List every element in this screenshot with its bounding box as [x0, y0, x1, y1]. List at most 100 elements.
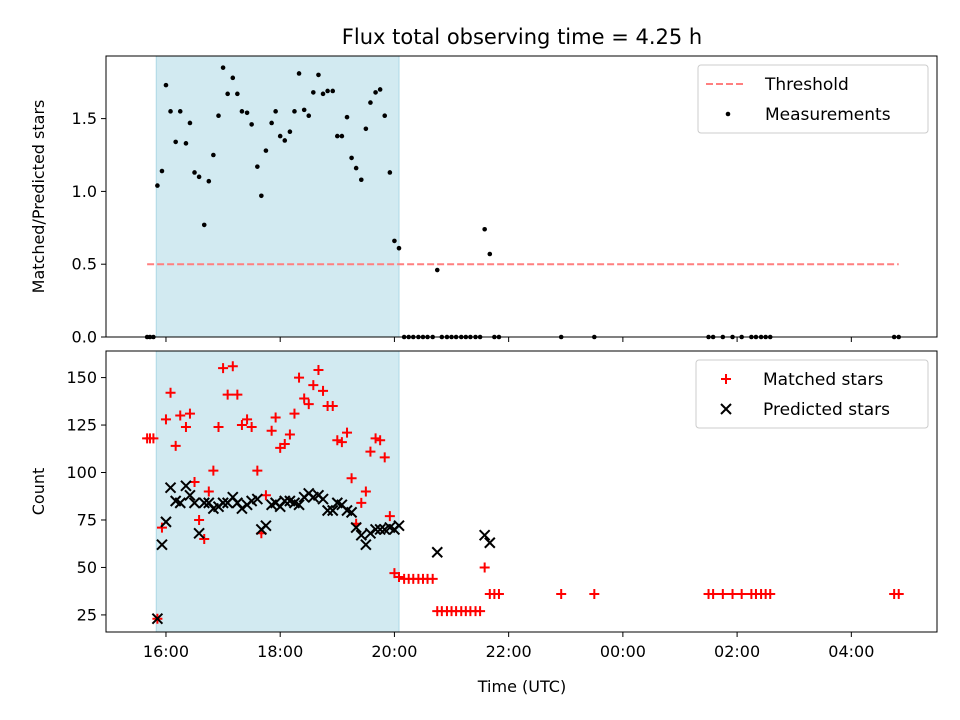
measurement-point	[220, 65, 226, 70]
matched-stars-point	[218, 363, 229, 374]
measurement-point	[244, 110, 250, 116]
chart-title: Flux total observing time = 4.25 h	[342, 25, 702, 49]
measurement-point	[316, 72, 321, 78]
predicted-stars-point	[374, 523, 386, 536]
measurement-point	[177, 109, 183, 114]
matched-stars-point	[708, 589, 719, 600]
measurement-point	[206, 178, 212, 184]
predicted-stars-point	[151, 613, 164, 625]
matched-stars-point	[356, 497, 367, 508]
matched-stars-point	[379, 452, 390, 463]
matched-stars-point	[427, 573, 438, 584]
measurement-point	[155, 183, 160, 188]
matched-stars-point	[765, 589, 776, 600]
predicted-stars-point	[369, 523, 382, 536]
measurement-point	[363, 126, 369, 132]
matched-stars-point	[194, 514, 205, 525]
predicted-stars-point	[156, 538, 168, 551]
observing-interval-shade	[155, 55, 400, 338]
matched-stars-point	[384, 511, 395, 522]
matched-stars-point	[165, 387, 176, 398]
measurement-point	[159, 168, 165, 174]
matched-stars-point	[160, 414, 171, 425]
observing-interval-shade	[155, 350, 400, 633]
matched-stars-point	[175, 410, 186, 421]
matched-stars-point	[360, 486, 371, 497]
measurement-point	[173, 139, 178, 145]
measurement-point	[163, 82, 169, 88]
measurement-point	[349, 155, 354, 161]
matched-stars-point	[236, 420, 247, 431]
measurement-point	[168, 109, 173, 114]
measurement-point	[235, 91, 240, 97]
matched-stars-point	[284, 429, 295, 440]
x-tick-label: 16:00	[143, 642, 189, 661]
measurement-point	[277, 133, 283, 139]
matched-stars-point	[479, 562, 490, 573]
matched-stars-point	[308, 380, 319, 391]
measurement-point	[196, 174, 202, 180]
measurement-point	[192, 170, 197, 175]
measurement-point	[434, 267, 440, 273]
matched-stars-point	[266, 425, 277, 436]
x-tick-label: 18:00	[257, 642, 303, 661]
measurement-point	[301, 107, 307, 113]
measurement-point	[482, 226, 487, 232]
measurement-point	[382, 113, 388, 118]
x-tick-label: 04:00	[828, 642, 874, 661]
x-tick-label: 20:00	[371, 642, 417, 661]
measurement-point	[377, 87, 383, 92]
legend-label: Matched stars	[763, 370, 883, 390]
legend-label: Threshold	[764, 75, 849, 95]
measurement-point	[287, 129, 293, 135]
predicted-stars-point	[327, 504, 339, 517]
y-tick-label: 150	[66, 368, 97, 387]
matched-stars-point	[589, 589, 600, 600]
matched-stars-point	[375, 435, 386, 446]
measurement-point	[339, 133, 345, 139]
matched-stars-point	[318, 385, 329, 396]
matched-stars-point	[242, 414, 253, 425]
matched-stars-point	[332, 435, 343, 446]
matched-stars-point	[289, 408, 300, 419]
matched-stars-point	[170, 440, 181, 451]
measurement-point	[325, 88, 330, 94]
y-tick-label: 25	[77, 605, 97, 624]
y-tick-label: 125	[66, 416, 97, 435]
matched-stars-point	[475, 606, 486, 617]
matched-stars-point	[156, 522, 167, 533]
measurement-point	[311, 90, 316, 95]
matched-stars-point	[346, 473, 357, 484]
matched-stars-point	[342, 427, 353, 438]
matched-stars-point	[493, 589, 504, 600]
measurement-point	[387, 170, 393, 175]
matched-stars-point	[736, 589, 747, 600]
legend-label: Predicted stars	[763, 400, 890, 420]
measurement-point	[368, 100, 373, 105]
matched-stars-point	[203, 486, 214, 497]
predicted-stars-point	[478, 529, 491, 541]
y-tick-label: 50	[77, 558, 97, 577]
matched-stars-point	[727, 589, 738, 600]
series-matched-stars	[142, 361, 904, 624]
measurement-point	[201, 222, 207, 228]
matched-stars-point	[246, 421, 257, 432]
matched-stars-point	[189, 477, 200, 488]
y-axis-label: Count	[29, 468, 48, 516]
legend-box	[697, 64, 929, 134]
measurement-point	[230, 75, 236, 81]
top-panel: 0.0 0.5 1.0 1.5 Matched/Predicted stars Thres…	[29, 55, 938, 347]
measurement-point	[330, 88, 336, 94]
predicted-stars-point	[164, 481, 177, 494]
predicted-stars-point	[355, 529, 368, 541]
predicted-stars-point	[431, 546, 443, 558]
matched-stars-point	[222, 389, 233, 400]
matched-stars-point	[327, 401, 338, 412]
measurement-point	[335, 133, 340, 139]
y-tick-label: 75	[77, 510, 97, 529]
x-tick-label: 00:00	[600, 642, 646, 661]
measurement-point	[396, 245, 402, 251]
measurement-point	[255, 164, 260, 169]
x-tick-label: 22:00	[486, 642, 532, 661]
